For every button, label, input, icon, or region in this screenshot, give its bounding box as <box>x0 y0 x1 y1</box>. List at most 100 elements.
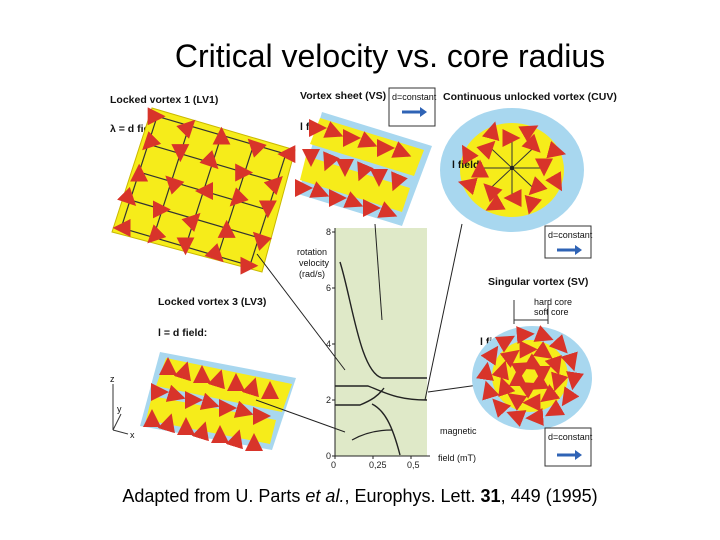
sv-d-arrow-head <box>575 450 582 460</box>
caption-rest: , 449 (1995) <box>500 486 598 506</box>
plot-background <box>335 228 427 456</box>
vs-d-arrow-head <box>420 107 427 117</box>
sv-hard-core-label: hard core <box>534 297 572 307</box>
xyz-axes: z y x <box>110 374 135 440</box>
vs-arrow <box>357 161 374 182</box>
vs-d-box-label: d=constant <box>392 92 437 102</box>
pointer-vs <box>374 223 383 321</box>
plot-ytick-label: 4 <box>326 339 331 349</box>
cuv-arrow <box>528 176 548 196</box>
sv-arrow <box>548 334 568 354</box>
sv-arrow <box>482 380 500 401</box>
pointer-cuv <box>424 223 463 401</box>
vs-panel: Vortex sheet (VS) l field: d=constant <box>295 87 437 226</box>
plot-ticks: 0 2 4 6 8 0 0,25 0,5 <box>326 227 420 470</box>
lv1-arrow <box>181 212 201 232</box>
lv1-lattice <box>112 107 296 275</box>
sv-d-box <box>544 427 592 467</box>
cuv-title: Continuous unlocked vortex (CUV) <box>443 91 617 103</box>
boundary-curve-right <box>371 403 401 456</box>
sv-arrow <box>516 326 535 345</box>
cuv-d-box-label: d=constant <box>548 230 593 240</box>
plot-ytick-label: 2 <box>326 395 331 405</box>
sv-arrow <box>498 377 516 397</box>
plot-ylabel-1: rotation <box>297 247 327 257</box>
plot-xtick-label: 0,5 <box>407 460 420 470</box>
lv1-arrow <box>176 119 196 139</box>
vs-arrow <box>391 141 412 158</box>
slide-caption: Adapted from U. Parts et al., Europhys. … <box>0 486 720 507</box>
cuv-lattice <box>457 121 567 215</box>
sv-title: Singular vortex (SV) <box>488 276 588 288</box>
sv-arrow <box>566 371 584 391</box>
lv3-arrow <box>199 392 220 410</box>
caption-prefix: Adapted from U. Parts <box>122 486 306 506</box>
lv3-arrow <box>225 429 243 450</box>
vs-arrow <box>377 201 398 218</box>
vs-d-box <box>388 87 436 127</box>
boundary-curve-middle <box>335 385 428 401</box>
boundary-curve-bottom <box>351 429 393 441</box>
plot-ylabel-2: velocity <box>299 258 330 268</box>
cuv-arrow-outer <box>545 171 563 192</box>
slide-title: Critical velocity vs. core radius <box>174 38 606 74</box>
plot-ylabel-3: (rad/s) <box>299 269 325 279</box>
lv1-arrow <box>263 175 283 196</box>
sv-arrow <box>494 335 515 353</box>
boundary-curve-lower <box>335 387 385 406</box>
cuv-arrow <box>521 133 541 153</box>
cuv-arrow <box>476 140 496 160</box>
lv3-arrows <box>143 357 279 451</box>
sv-arrow <box>545 399 566 417</box>
vs-arrow <box>323 121 344 138</box>
lv3-field-label: l = d field: <box>158 327 207 339</box>
sv-arrows <box>476 325 584 427</box>
boundary-curve-upper <box>339 261 427 379</box>
sv-arrow <box>544 355 562 375</box>
caption-journal: , Europhys. Lett. <box>344 486 481 506</box>
lv3-arrow <box>191 421 209 442</box>
lv3-yellow-band-2 <box>146 396 276 444</box>
vs-arrow <box>357 131 378 148</box>
cuv-arrow-outer <box>518 125 539 143</box>
plot-ytick-label: 0 <box>326 451 331 461</box>
caption-volume: 31 <box>480 486 501 506</box>
plot-xtick-label: 0 <box>331 460 336 470</box>
sv-panel: Singular vortex (SV) hard core soft core… <box>472 276 593 467</box>
lv1-arrow <box>252 231 272 251</box>
lv3-title: Locked vortex 3 (LV3) <box>158 296 266 308</box>
cuv-center <box>509 165 515 171</box>
cuv-arrow-outer <box>461 144 479 165</box>
cuv-arrow-outer <box>524 194 543 215</box>
sv-arrow <box>499 349 520 368</box>
cuv-arrow-outer <box>485 193 506 211</box>
cuv-d-arrow-head <box>575 245 582 255</box>
lv3-arrow <box>157 413 175 434</box>
lv3-arrow <box>165 384 186 402</box>
plot-xlabel-2: field (mT) <box>438 453 476 463</box>
plot-ytick-label: 6 <box>326 283 331 293</box>
axis-x-label: x <box>130 430 135 440</box>
vs-arrow <box>343 191 364 208</box>
plot-ytick-label: 8 <box>326 227 331 237</box>
lv1-arrow <box>204 243 224 263</box>
cuv-arrow-outer <box>546 140 567 159</box>
pointer-lv3 <box>255 399 346 433</box>
sv-arrow <box>540 384 561 403</box>
plot-xlabel-1: magnetic <box>440 426 477 436</box>
cuv-arrow-outer <box>457 177 478 196</box>
lv1-arrow <box>229 187 249 207</box>
sv-arrow <box>525 407 544 426</box>
plot-xtick-label: 0,25 <box>369 460 387 470</box>
sv-arrow <box>492 398 512 418</box>
axis-y-label: y <box>117 404 122 414</box>
lv1-title: Locked vortex 1 (LV1) <box>110 94 218 106</box>
cuv-arrow-outer <box>481 121 500 142</box>
vs-arrow <box>391 171 408 192</box>
lv1-arrow <box>147 224 167 244</box>
cuv-arrow <box>483 183 503 203</box>
sv-arrow <box>476 361 494 381</box>
sv-d-box-label: d=constant <box>548 432 593 442</box>
